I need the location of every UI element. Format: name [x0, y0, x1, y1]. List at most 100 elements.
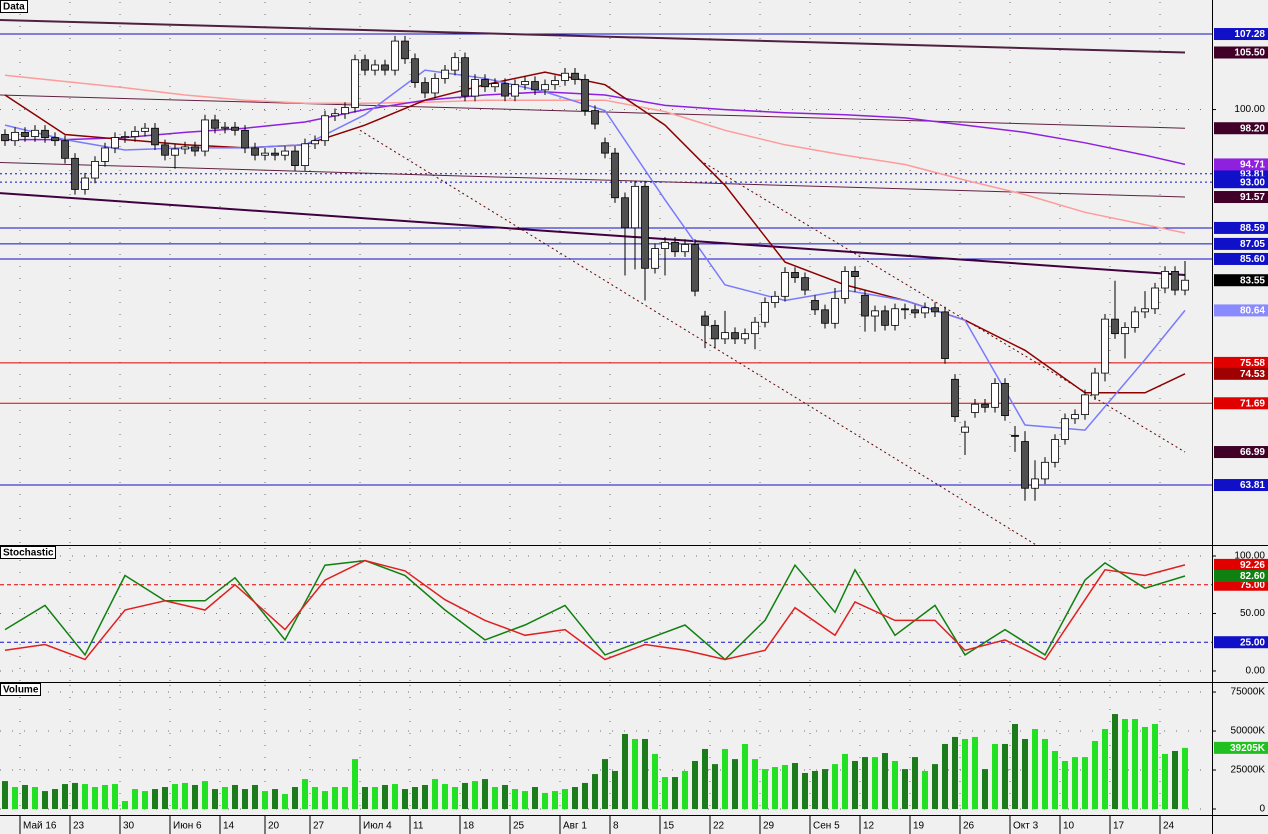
candle-body [771, 295, 779, 303]
x-tick-label: Июл 4 [363, 821, 392, 832]
candle-body [1031, 478, 1039, 489]
price-label: 25.00 [1240, 637, 1265, 648]
price-label-box [1214, 367, 1268, 380]
price-label: 66.99 [1240, 447, 1265, 458]
candle-body [531, 81, 539, 91]
candle-body [451, 57, 459, 71]
candle-body [441, 69, 449, 79]
title-box [0, 0, 28, 13]
candle-body [521, 81, 529, 86]
volume-bar [612, 770, 618, 809]
moving-average [4, 74, 1186, 234]
price-label: 75.58 [1240, 358, 1265, 369]
volume-bar [752, 759, 758, 809]
x-tick-label: Сен 5 [813, 821, 840, 832]
x-tick-label: Авг 1 [563, 821, 587, 832]
candle-body [881, 310, 889, 326]
volume-bar [212, 789, 218, 809]
volume-bar [332, 787, 338, 809]
price-label-box [1214, 304, 1268, 317]
candle-body [261, 152, 269, 156]
volume-bar [272, 789, 278, 809]
volume-bar [202, 781, 208, 809]
volume-bar [772, 767, 778, 809]
panel-titles: Data Stochastic Volume [0, 0, 56, 696]
volume-bar [302, 779, 308, 809]
volume-bar [732, 759, 738, 809]
candle-body [211, 119, 219, 129]
volume-bar [582, 782, 588, 809]
volume-bar [162, 787, 168, 809]
price-label: 74.53 [1240, 369, 1265, 380]
candle-body [621, 197, 629, 229]
candle-body [131, 130, 139, 137]
volume-bar [672, 777, 678, 809]
candle-body [51, 137, 59, 142]
volume-bar [602, 759, 608, 809]
candle-body [581, 79, 589, 111]
volume-bar [862, 757, 868, 809]
price-label-box [1214, 176, 1268, 189]
candle-body [761, 302, 769, 323]
candle-body [91, 161, 99, 179]
candle-body [811, 300, 819, 311]
volume-bar [932, 764, 938, 809]
candle-body [941, 311, 949, 359]
volume-plot [1, 714, 1188, 809]
volume-bar [992, 743, 998, 809]
volume-bar [922, 770, 928, 809]
x-tick-label: 15 [663, 821, 675, 832]
candle-body [1111, 318, 1119, 335]
volume-bar [442, 784, 448, 809]
candle-body [151, 127, 159, 146]
candle-body [171, 148, 179, 156]
candle-body [1071, 414, 1079, 420]
volume-bar [82, 784, 88, 809]
x-tick-label: 29 [763, 821, 775, 832]
candle-body [841, 271, 849, 299]
volume-bar [222, 787, 228, 809]
volume-bar [982, 769, 988, 809]
volume-bar [102, 784, 108, 809]
volume-bar [522, 791, 528, 809]
candle-body [221, 126, 229, 129]
candle-body [751, 321, 759, 335]
price-label: 94.71 [1240, 160, 1265, 171]
volume-bar [1082, 757, 1088, 809]
volume-bar [52, 789, 58, 809]
candle-body [1001, 383, 1009, 417]
volume-bar [1012, 724, 1018, 809]
volume-bar [1062, 760, 1068, 809]
volume-bar [662, 777, 668, 809]
candle-body [971, 403, 979, 413]
price-label: 98.20 [1240, 123, 1265, 134]
candle-body [461, 57, 469, 97]
candle-body [681, 244, 689, 253]
volume-bar [1182, 747, 1188, 809]
candle-body [921, 307, 929, 314]
volume-bar [412, 787, 418, 809]
candle-body [361, 59, 369, 71]
volume-bar [792, 762, 798, 809]
volume-bar [152, 789, 158, 809]
volume-bar [1042, 738, 1048, 809]
volume-bar [552, 791, 558, 809]
volume-bar [182, 782, 188, 809]
price-label-box [1214, 558, 1268, 571]
candle-body [701, 315, 709, 326]
candle-body [81, 177, 89, 190]
candle-body [351, 59, 359, 108]
price-label: 63.81 [1240, 480, 1265, 491]
candle-body [471, 79, 479, 97]
x-tick-label: 30 [123, 821, 135, 832]
price-label: 83.55 [1240, 275, 1265, 286]
volume-bar [122, 801, 128, 809]
y-tick-label: 0.00 [1246, 666, 1266, 677]
volume-bar [112, 784, 118, 809]
x-tick-label: 14 [223, 821, 235, 832]
x-tick-label: Окт 3 [1013, 821, 1039, 832]
candle-body [321, 115, 329, 142]
volume-bar [72, 782, 78, 809]
